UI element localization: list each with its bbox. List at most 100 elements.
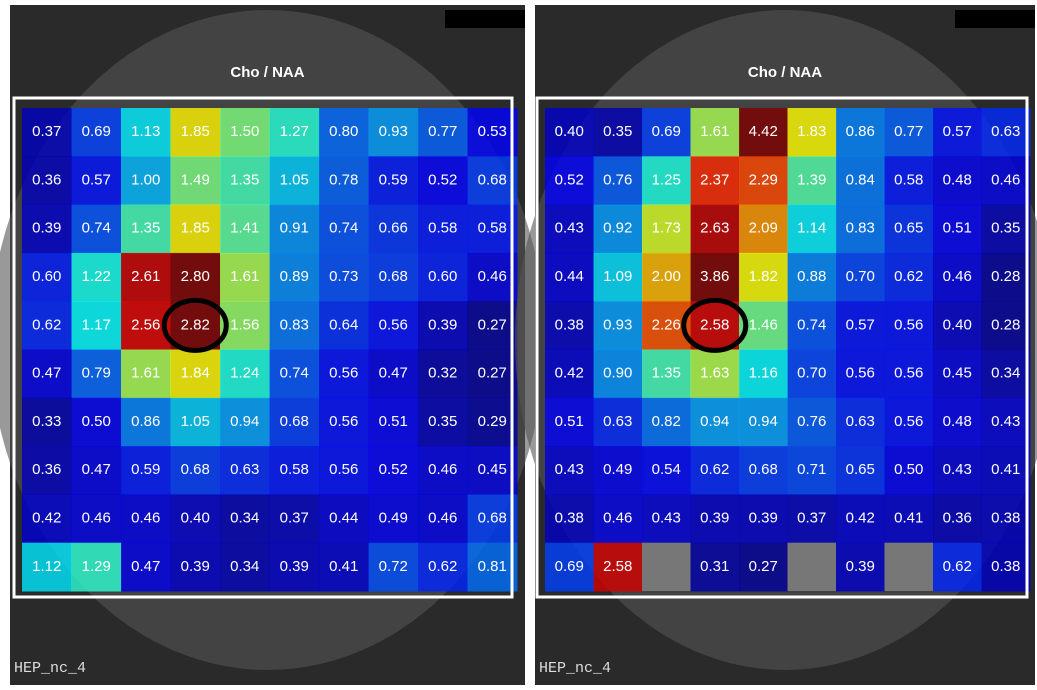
- heat-cell: [269, 446, 320, 495]
- heat-cell: [121, 252, 171, 302]
- heat-cell: [690, 108, 740, 157]
- cell-value: 0.46: [603, 510, 632, 527]
- cell-value: 0.56: [894, 413, 923, 430]
- heat-cell: [121, 494, 171, 544]
- heat-cell: [71, 301, 122, 350]
- heat-cell: [642, 108, 691, 157]
- cell-value: 0.80: [329, 123, 358, 140]
- cell-value: 0.52: [428, 171, 457, 188]
- cell-value: 2.61: [131, 268, 160, 285]
- cell-value: 0.41: [894, 510, 923, 527]
- heat-cell: [981, 349, 1031, 399]
- cell-value: 0.39: [428, 316, 457, 333]
- cell-value: 0.77: [428, 123, 457, 140]
- cell-value: 0.77: [894, 123, 923, 140]
- heat-cell: [739, 108, 788, 157]
- heat-cell: [269, 397, 320, 447]
- heat-cell: [170, 301, 221, 350]
- heat-cell: [836, 252, 885, 302]
- cell-value: 1.39: [797, 171, 826, 188]
- heat-cell: [467, 446, 518, 495]
- panel-title: Cho / NAA: [230, 64, 304, 81]
- cell-value: 0.41: [329, 558, 358, 575]
- cell-value: 0.94: [230, 413, 259, 430]
- cell-value: 2.26: [652, 316, 681, 333]
- cell-value: 0.27: [478, 316, 507, 333]
- heat-cell: [836, 204, 885, 254]
- cell-value: 0.84: [846, 171, 875, 188]
- heat-cell: [319, 108, 369, 157]
- heat-cell: [642, 156, 691, 206]
- cell-value: 0.44: [329, 510, 358, 527]
- heat-cell: [22, 397, 72, 447]
- cell-value: 0.56: [846, 365, 875, 382]
- heat-cell: [690, 252, 740, 302]
- heat-cell: [836, 542, 885, 592]
- cell-value: 0.54: [652, 461, 681, 478]
- cell-value: 0.41: [991, 461, 1020, 478]
- footer-label: HEP_nc_4: [539, 660, 611, 677]
- cell-value: 0.36: [943, 510, 972, 527]
- heat-cell: [368, 446, 419, 495]
- heat-cell: [418, 349, 468, 399]
- cell-value: 0.34: [230, 558, 259, 575]
- heat-cell: [319, 397, 369, 447]
- heat-cell: [71, 108, 122, 157]
- cell-value: 1.22: [82, 268, 111, 285]
- heat-cell: [22, 446, 72, 495]
- cell-value: 0.46: [131, 510, 160, 527]
- cell-value: 0.68: [478, 171, 507, 188]
- cell-value: 0.47: [32, 365, 61, 382]
- cell-value: 0.63: [846, 413, 875, 430]
- heat-cell: [220, 494, 270, 544]
- heat-cell: [884, 397, 934, 447]
- heat-cell: [121, 204, 171, 254]
- cell-value: 0.90: [603, 365, 632, 382]
- cell-value: 0.48: [943, 171, 972, 188]
- heat-cell: [690, 349, 740, 399]
- cell-value: 0.42: [846, 510, 875, 527]
- cell-value: 0.38: [991, 510, 1020, 527]
- heat-cell: [787, 494, 837, 544]
- cell-value: 0.94: [700, 413, 729, 430]
- heat-cell: [836, 397, 885, 447]
- heat-cell: [981, 204, 1031, 254]
- cell-value: 0.45: [943, 365, 972, 382]
- heat-cell: [71, 252, 122, 302]
- cell-value: 0.62: [428, 558, 457, 575]
- cell-value: 1.56: [230, 316, 259, 333]
- heat-cell: [593, 349, 643, 399]
- heat-cell: [121, 542, 171, 592]
- heat-cell: [739, 156, 788, 206]
- cell-value: 0.35: [428, 413, 457, 430]
- cell-value: 0.58: [478, 220, 507, 237]
- cell-value: 1.14: [797, 220, 826, 237]
- cell-value: 1.61: [230, 268, 259, 285]
- cell-value: 0.36: [32, 171, 61, 188]
- cell-value: 1.24: [230, 365, 259, 382]
- cell-value: 2.09: [749, 220, 778, 237]
- heat-cell: [467, 301, 518, 350]
- corner-block: [955, 10, 1035, 28]
- heat-cell: [884, 301, 934, 350]
- cell-value: 0.42: [555, 365, 584, 382]
- heat-cell: [368, 349, 419, 399]
- heat-cell: [220, 252, 270, 302]
- cell-value: 0.58: [280, 461, 309, 478]
- heat-cell: [220, 446, 270, 495]
- heat-cell: [368, 542, 419, 592]
- cell-value: 1.13: [131, 123, 160, 140]
- cell-value: 0.40: [943, 316, 972, 333]
- heat-cell: [170, 542, 221, 592]
- heat-cell: [884, 108, 934, 157]
- cell-value: 0.37: [32, 123, 61, 140]
- heat-cell: [269, 108, 320, 157]
- heat-cell: [121, 446, 171, 495]
- heat-cell: [836, 156, 885, 206]
- cell-value: 1.49: [181, 171, 210, 188]
- heat-cell: [368, 156, 419, 206]
- cell-value: 0.45: [478, 461, 507, 478]
- cell-value: 0.69: [652, 123, 681, 140]
- heat-cell: [593, 108, 643, 157]
